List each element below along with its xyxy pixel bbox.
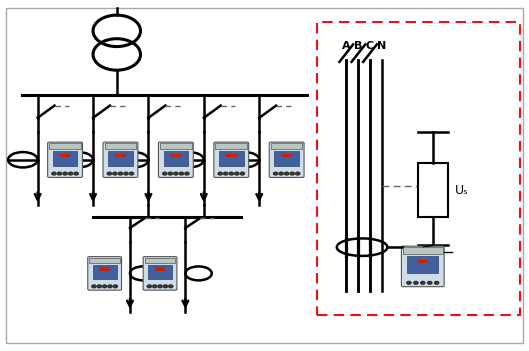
Bar — [275, 151, 299, 166]
Circle shape — [427, 282, 432, 284]
FancyBboxPatch shape — [48, 142, 83, 177]
Bar — [271, 143, 303, 149]
Text: B: B — [354, 41, 362, 51]
FancyBboxPatch shape — [143, 257, 177, 290]
Bar — [281, 154, 292, 157]
Bar — [99, 267, 110, 271]
Bar — [403, 247, 443, 254]
Circle shape — [279, 172, 283, 175]
Circle shape — [92, 285, 96, 288]
Bar — [160, 143, 191, 149]
Text: N: N — [377, 41, 386, 51]
Circle shape — [290, 172, 294, 175]
Circle shape — [97, 285, 102, 288]
Bar — [89, 258, 120, 263]
FancyBboxPatch shape — [269, 142, 304, 177]
Circle shape — [152, 285, 157, 288]
Circle shape — [158, 285, 162, 288]
FancyBboxPatch shape — [402, 246, 444, 287]
Circle shape — [58, 172, 62, 175]
Text: Uₛ: Uₛ — [454, 184, 468, 197]
Circle shape — [108, 285, 112, 288]
Bar — [417, 260, 428, 263]
Bar — [49, 143, 81, 149]
Circle shape — [407, 282, 411, 284]
Bar — [115, 154, 126, 157]
Circle shape — [103, 285, 107, 288]
FancyBboxPatch shape — [214, 142, 249, 177]
Circle shape — [414, 282, 418, 284]
Circle shape — [147, 285, 151, 288]
FancyBboxPatch shape — [88, 257, 122, 290]
Circle shape — [224, 172, 228, 175]
Circle shape — [229, 172, 233, 175]
Circle shape — [52, 172, 56, 175]
Bar — [105, 143, 136, 149]
Text: C: C — [366, 41, 374, 51]
Circle shape — [113, 172, 117, 175]
Circle shape — [174, 172, 178, 175]
Circle shape — [273, 172, 278, 175]
Circle shape — [179, 172, 184, 175]
Bar — [219, 151, 244, 166]
Circle shape — [113, 285, 117, 288]
Bar — [407, 256, 438, 273]
Bar — [53, 151, 77, 166]
Circle shape — [296, 172, 300, 175]
Circle shape — [240, 172, 244, 175]
Bar — [93, 265, 116, 279]
Bar — [226, 154, 236, 157]
Circle shape — [74, 172, 78, 175]
Circle shape — [118, 172, 123, 175]
Circle shape — [63, 172, 67, 175]
Bar — [60, 154, 70, 157]
Circle shape — [168, 172, 172, 175]
Text: A: A — [342, 41, 351, 51]
Circle shape — [285, 172, 289, 175]
FancyBboxPatch shape — [159, 142, 193, 177]
Circle shape — [218, 172, 222, 175]
Bar — [145, 258, 175, 263]
Bar — [170, 154, 181, 157]
FancyBboxPatch shape — [103, 142, 138, 177]
Circle shape — [185, 172, 189, 175]
Bar — [417, 163, 448, 218]
Bar — [108, 151, 133, 166]
Circle shape — [130, 172, 134, 175]
Circle shape — [434, 282, 439, 284]
Circle shape — [124, 172, 128, 175]
Circle shape — [163, 172, 167, 175]
Circle shape — [107, 172, 112, 175]
Bar — [155, 267, 165, 271]
Bar — [148, 265, 172, 279]
Circle shape — [235, 172, 239, 175]
Circle shape — [68, 172, 72, 175]
Circle shape — [421, 282, 425, 284]
Circle shape — [169, 285, 173, 288]
Bar — [215, 143, 247, 149]
Bar — [317, 22, 521, 315]
Bar — [163, 151, 188, 166]
Circle shape — [163, 285, 168, 288]
